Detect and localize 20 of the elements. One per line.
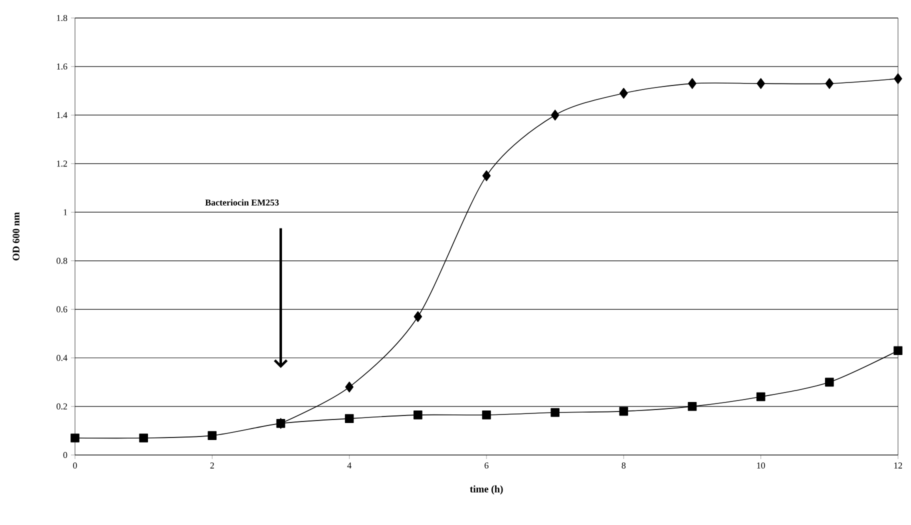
y-tick-label: 1.4 [57,112,68,118]
x-tick-label: 6 [484,462,488,469]
y-axis-title: OD 600 nm [12,212,20,260]
x-tick-label: 10 [757,462,765,469]
y-tick-label: 0.2 [56,403,67,410]
y-tick-label: 0.4 [56,354,68,361]
y-tick-label: 0 [63,452,68,458]
y-tick-label: 1 [64,209,67,216]
x-tick-label: 2 [210,462,214,468]
x-axis-title: time (h) [470,485,503,494]
y-tick-label: 1.8 [57,14,68,22]
x-tick-label: 8 [622,462,626,469]
x-tick-label: 12 [894,462,902,468]
y-tick-label: 0.8 [56,258,68,264]
annotation: Bacteriocin EM253 [205,199,279,206]
y-tick-label: 1.2 [57,160,67,167]
x-tick-label: 0 [73,462,77,469]
x-tick-label: 4 [347,462,352,468]
y-tick-label: 1.6 [57,64,68,70]
y-tick-label: 0.6 [56,306,68,312]
